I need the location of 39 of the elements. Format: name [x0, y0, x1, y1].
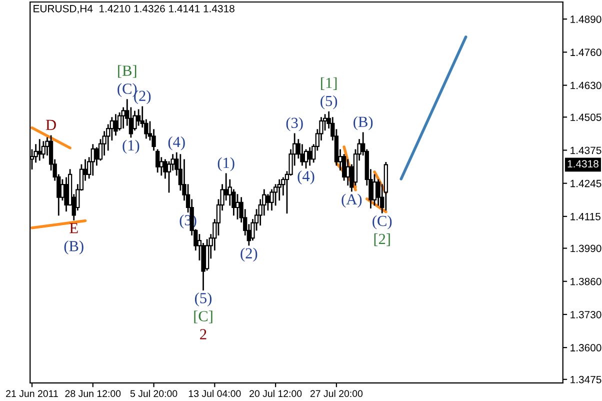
x-tick-label: 13 Jul 04:00 [188, 390, 241, 398]
y-tick-label: 1.3860 [570, 278, 602, 286]
annotation: E [70, 223, 78, 234]
annotation: [2] [374, 233, 390, 246]
x-tick-label: 28 Jun 12:00 [65, 390, 121, 398]
annotation: 2 [200, 329, 206, 340]
annotation: (A) [342, 194, 362, 208]
y-tick-label: 1.3730 [570, 310, 602, 318]
chart-title: EURUSD,H4 1.4210 1.4326 1.4141 1.4318 [34, 4, 234, 14]
annotation: (2) [240, 248, 258, 262]
x-tick-label: 20 Jul 12:00 [250, 390, 302, 398]
annotation: (3) [286, 117, 303, 132]
annotation: [1] [321, 77, 337, 90]
y-tick-label: 1.3600 [570, 344, 602, 352]
annotation: (B) [354, 116, 373, 130]
x-tick-label: 21 Jun 2011 [6, 390, 58, 398]
annotation: [C] [194, 310, 212, 324]
annotation: (C) [372, 215, 392, 230]
y-tick-label: 1.3990 [570, 244, 602, 252]
annotation: (4) [298, 170, 314, 184]
annotation: (1) [218, 157, 234, 172]
annotation: (B) [64, 240, 84, 254]
y-tick-label: 1.4245 [570, 180, 602, 188]
y-tick-label: 1.4630 [570, 82, 602, 90]
annotation: D [46, 120, 56, 130]
y-tick-label: 1.4505 [570, 114, 602, 121]
annotation: (5) [195, 292, 212, 306]
y-tick-label: 1.4375 [570, 146, 602, 154]
annotation: (4) [168, 136, 185, 150]
y-tick-label: 1.4115 [570, 213, 600, 220]
y-tick-label: 1.4890 [570, 16, 602, 23]
annotation: 1.4318 [568, 160, 598, 168]
annotation: (5) [320, 95, 338, 110]
annotation: [B] [118, 65, 136, 78]
y-tick-label: 1.3475 [570, 376, 602, 384]
y-tick-label: 1.4760 [570, 48, 602, 56]
x-tick-label: 27 Jul 20:00 [310, 390, 363, 398]
annotation: (1) [122, 140, 140, 154]
x-tick-label: 5 Jul 20:00 [130, 390, 178, 398]
